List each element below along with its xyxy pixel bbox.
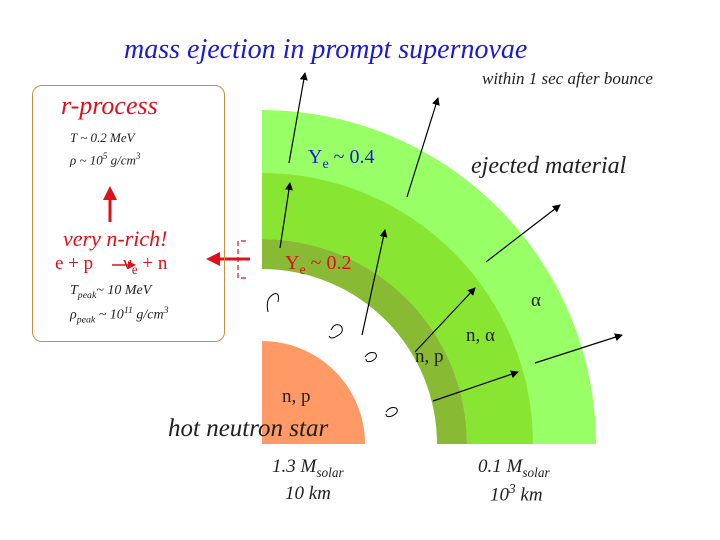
electron-capture-reaction: e + p νe + n (55, 253, 168, 277)
arrow-ejection (485, 204, 561, 263)
n-p-shell-label: n, p (415, 346, 444, 367)
curly-arrow-icon (364, 352, 377, 363)
ejecta-mass-label: 0.1 Msolar (478, 456, 550, 480)
r-process-box (32, 85, 225, 342)
ejecta-radius-label: 103 km (490, 481, 543, 506)
arrow-ejection (361, 229, 388, 336)
arrow-ejection (288, 72, 308, 164)
arrow-ejection (432, 370, 519, 402)
peak-density: ρpeak ~ 1011 g/cm3 (70, 305, 169, 326)
red-bracket (237, 240, 246, 279)
arrow-ejection (279, 182, 293, 249)
peak-temperature: Tpeak~ 10 MeV (70, 283, 152, 301)
neutron-star (262, 341, 365, 444)
curly-arrow-icon (266, 293, 279, 313)
ejected-material-label: ejected material (471, 153, 627, 179)
slide-subtitle: within 1 sec after bounce (482, 69, 653, 88)
core-radius-label: 10 km (285, 483, 331, 504)
r-process-temperature: T ~ 0.2 MeV (70, 130, 135, 145)
alpha-label: α (531, 290, 541, 311)
curly-arrow-icon (385, 407, 398, 418)
red-left-arrowhead (206, 252, 220, 266)
inner-shell (262, 239, 467, 444)
reaction-arrowhead (128, 261, 136, 269)
r-process-density: ρ ~ 105 g/cm3 (70, 151, 141, 168)
ejection-arrows (279, 72, 623, 402)
red-up-arrowhead (103, 186, 117, 200)
ye-0-2-label: Ye ~ 0.2 (285, 252, 352, 278)
very-n-rich-label: very n-rich! (63, 226, 168, 251)
n-p-core-label: n, p (282, 386, 311, 407)
middle-shell (262, 173, 533, 444)
arrow-ejection (406, 97, 440, 198)
arrow-ejection (534, 333, 623, 364)
arrow-ejection (414, 287, 476, 353)
curly-arrows (266, 293, 398, 418)
n-alpha-label: n, α (466, 325, 495, 346)
r-process-heading: r-process (61, 91, 158, 120)
slide-title: mass ejection in prompt supernovae (124, 34, 528, 65)
core-mass-label: 1.3 Msolar (272, 456, 344, 480)
hot-neutron-star-label: hot neutron star (168, 415, 329, 442)
ye-0-4-label: Ye ~ 0.4 (308, 146, 375, 172)
curly-arrow-icon (328, 324, 343, 339)
